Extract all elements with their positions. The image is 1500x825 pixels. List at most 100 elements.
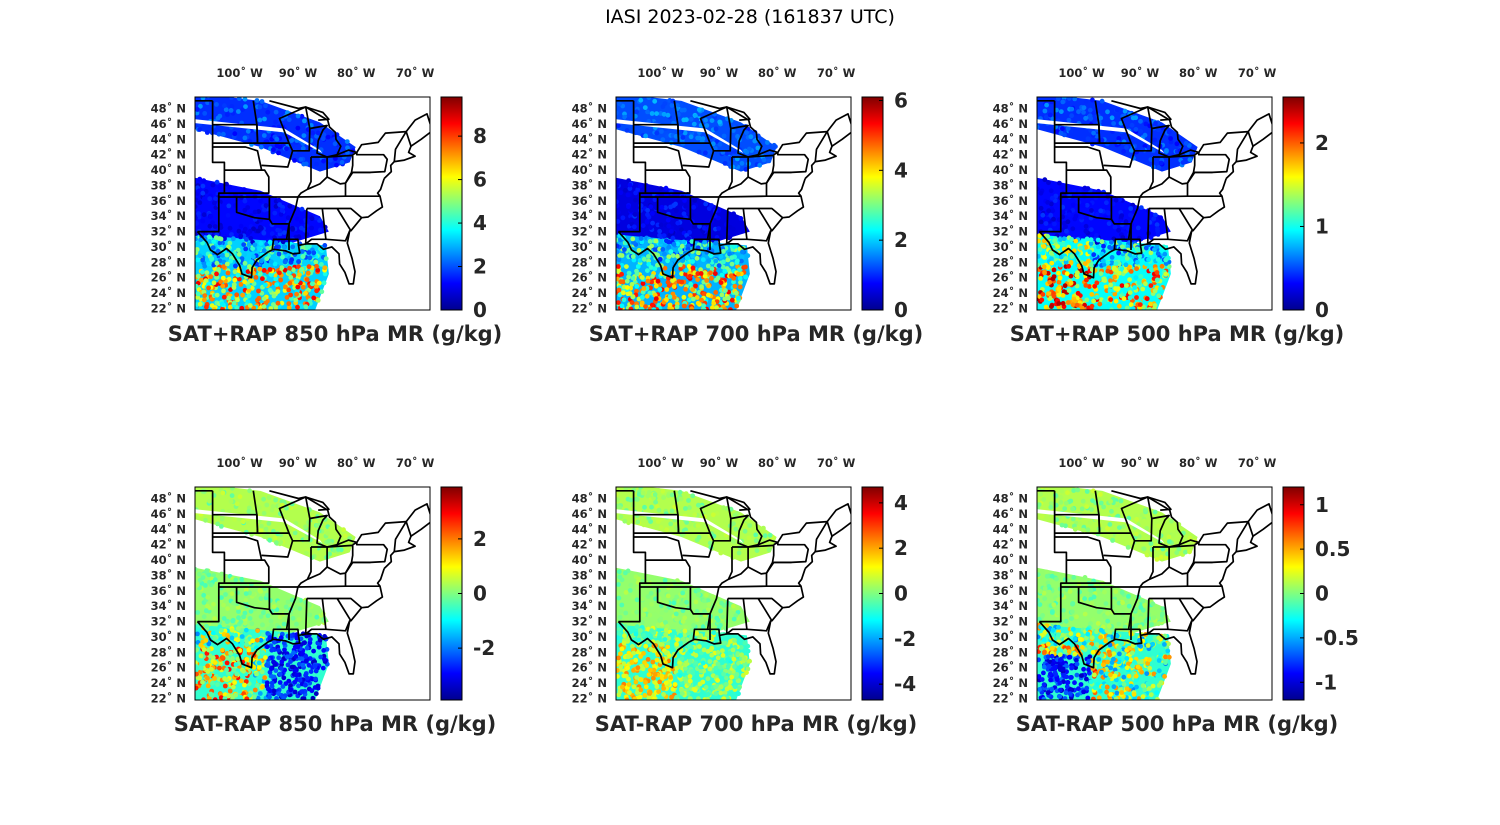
latitude-label: 36˚ N [151,193,186,208]
data-swaths [1037,487,1272,700]
latitude-label: 44˚ N [151,131,186,146]
data-swaths [195,97,430,310]
latitude-label: 40˚ N [993,552,1028,567]
colorbar-tick-label: 6 [894,88,908,112]
colorbar-tick-label: -4 [894,672,916,696]
colorbar [861,96,884,311]
colorbar-tick-label: 4 [894,158,908,182]
latitude-label: 40˚ N [572,552,607,567]
map-frame [615,486,852,701]
latitude-label: 48˚ N [151,101,186,116]
colorbar-tick-label: -2 [894,627,916,651]
latitude-label: 44˚ N [572,131,607,146]
latitude-label: 36˚ N [572,193,607,208]
map-frame [1036,486,1273,701]
latitude-label: 48˚ N [993,101,1028,116]
latitude-label: 30˚ N [993,629,1028,644]
latitude-label: 26˚ N [993,270,1028,285]
panel-title: SAT-RAP 700 hPa MR (g/kg) [594,712,918,736]
latitude-label: 30˚ N [151,629,186,644]
latitude-label: 42˚ N [993,537,1028,552]
latitude-label: 38˚ N [572,567,607,582]
map-plot: 48˚ N46˚ N44˚ N42˚ N40˚ N38˚ N36˚ N34˚ N… [572,65,908,322]
latitude-label: 46˚ N [993,506,1028,521]
colorbar-tick-label: 0 [894,582,908,606]
latitude-label: 42˚ N [151,147,186,162]
map-frame [1036,96,1273,311]
latitude-label: 40˚ N [151,552,186,567]
longitude-label: 70˚ W [1238,65,1277,80]
longitude-label: 70˚ W [396,65,435,80]
latitude-label: 46˚ N [572,506,607,521]
latitude-label: 28˚ N [993,254,1028,269]
latitude-label: 28˚ N [572,644,607,659]
latitude-label: 40˚ N [151,162,186,177]
latitude-label: 34˚ N [993,598,1028,613]
latitude-label: 26˚ N [151,270,186,285]
latitude-label: 48˚ N [572,491,607,506]
latitude-label: 24˚ N [993,285,1028,300]
colorbar-tick-label: 0 [1315,582,1329,606]
latitude-label: 32˚ N [572,614,607,629]
latitude-label: 36˚ N [993,583,1028,598]
latitude-label: 22˚ N [993,690,1028,705]
state-borders [195,489,430,675]
map-frame [194,96,431,311]
data-swaths [1037,97,1272,310]
latitude-label: 48˚ N [151,491,186,506]
longitude-label: 70˚ W [1238,455,1277,470]
map-frame [615,96,852,311]
latitude-label: 46˚ N [572,116,607,131]
longitude-label: 90˚ W [700,455,739,470]
map-frame [194,486,431,701]
latitude-label: 38˚ N [151,177,186,192]
longitude-label: 90˚ W [1121,455,1160,470]
colorbar-tick-label: 2 [473,255,487,279]
panel-title: SAT+RAP 850 hPa MR (g/kg) [167,322,503,346]
latitude-label: 22˚ N [151,300,186,315]
colorbar-tick-label: 0 [894,298,908,322]
latitude-label: 22˚ N [572,690,607,705]
latitude-label: 34˚ N [572,598,607,613]
latitude-label: 44˚ N [572,521,607,536]
longitude-label: 90˚ W [700,65,739,80]
latitude-label: 40˚ N [572,162,607,177]
latitude-label: 34˚ N [151,598,186,613]
longitude-label: 70˚ W [396,455,435,470]
colorbar-tick-label: -0.5 [1315,626,1359,650]
latitude-label: 34˚ N [151,208,186,223]
panel-title: SAT-RAP 500 hPa MR (g/kg) [1015,712,1339,736]
data-swaths [195,487,430,700]
latitude-label: 32˚ N [151,224,186,239]
panel-title: SAT+RAP 500 hPa MR (g/kg) [1009,322,1345,346]
latitude-label: 36˚ N [151,583,186,598]
colorbar-tick-label: 2 [894,228,908,252]
latitude-label: 38˚ N [993,177,1028,192]
latitude-label: 22˚ N [993,300,1028,315]
colorbar-tick-label: 0 [1315,298,1329,322]
latitude-label: 28˚ N [993,644,1028,659]
latitude-label: 28˚ N [151,644,186,659]
longitude-label: 80˚ W [1179,65,1218,80]
data-swaths [616,487,851,700]
colorbar-tick-label: 0 [473,298,487,322]
latitude-label: 38˚ N [572,177,607,192]
latitude-label: 46˚ N [151,506,186,521]
colorbar-tick-label: 1 [1315,493,1329,517]
latitude-label: 30˚ N [993,239,1028,254]
latitude-label: 26˚ N [993,660,1028,675]
data-swaths [616,97,851,310]
longitude-label: 100˚ W [1058,455,1105,470]
latitude-label: 30˚ N [572,629,607,644]
map-plot: 48˚ N46˚ N44˚ N42˚ N40˚ N38˚ N36˚ N34˚ N… [151,455,496,705]
panel-sat-plus-rap-700: 48˚ N 46˚ N 44˚ N 42˚ N 40˚ N 38˚ N 36˚ N 34˚ N… [546,62,966,362]
latitude-label: 34˚ N [993,208,1028,223]
latitude-label: 34˚ N [572,208,607,223]
latitude-label: 48˚ N [572,101,607,116]
longitude-label: 100˚ W [216,65,263,80]
longitude-label: 90˚ W [279,455,318,470]
latitude-label: 26˚ N [572,270,607,285]
latitude-label: 44˚ N [993,521,1028,536]
longitude-label: 90˚ W [279,65,318,80]
latitude-label: 32˚ N [151,614,186,629]
